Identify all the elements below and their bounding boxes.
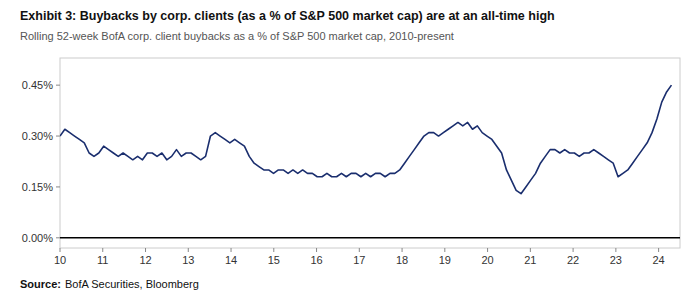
source-text: BofA Securities, Bloomberg: [65, 278, 199, 290]
zero-line: [60, 237, 680, 239]
y-tick: [56, 186, 60, 187]
x-tick-label: 23: [610, 254, 622, 266]
x-tick: [615, 248, 616, 252]
x-tick-label: 18: [396, 254, 408, 266]
y-tick: [56, 136, 60, 137]
source: Source: BofA Securities, Bloomberg: [20, 278, 199, 290]
y-tick-label: 0.00%: [22, 232, 53, 244]
x-tick-label: 16: [310, 254, 322, 266]
x-tick: [487, 248, 488, 252]
x-tick: [231, 248, 232, 252]
x-tick: [573, 248, 574, 252]
x-tick: [316, 248, 317, 252]
x-tick: [273, 248, 274, 252]
source-label: Source:: [20, 278, 61, 290]
x-tick: [402, 248, 403, 252]
x-tick: [658, 248, 659, 252]
x-tick-label: 17: [353, 254, 365, 266]
x-tick: [145, 248, 146, 252]
x-tick-label: 14: [225, 254, 237, 266]
y-tick: [56, 237, 60, 238]
x-tick: [60, 248, 61, 252]
y-tick-label: 0.30%: [22, 130, 53, 142]
x-tick-label: 19: [439, 254, 451, 266]
x-tick-label: 24: [652, 254, 664, 266]
x-tick: [102, 248, 103, 252]
plot-frame: [60, 58, 680, 248]
subtitle: Rolling 52-week BofA corp. client buybac…: [20, 30, 454, 42]
y-tick-label: 0.15%: [22, 181, 53, 193]
x-tick-label: 10: [54, 254, 66, 266]
x-tick-label: 12: [139, 254, 151, 266]
x-tick-label: 20: [481, 254, 493, 266]
x-tick-label: 13: [182, 254, 194, 266]
x-tick: [444, 248, 445, 252]
x-tick-label: 11: [97, 254, 108, 266]
x-tick: [188, 248, 189, 252]
chart: Exhibit 3: Buybacks by corp. clients (as…: [0, 0, 700, 300]
x-tick-label: 22: [567, 254, 579, 266]
y-tick: [56, 85, 60, 86]
line: [60, 85, 671, 194]
y-tick-label: 0.45%: [22, 79, 53, 91]
x-tick: [359, 248, 360, 252]
x-tick-label: 21: [524, 254, 536, 266]
x-tick: [530, 248, 531, 252]
title: Exhibit 3: Buybacks by corp. clients (as…: [20, 9, 555, 23]
plot-area: [60, 85, 671, 194]
x-tick-label: 15: [268, 254, 280, 266]
